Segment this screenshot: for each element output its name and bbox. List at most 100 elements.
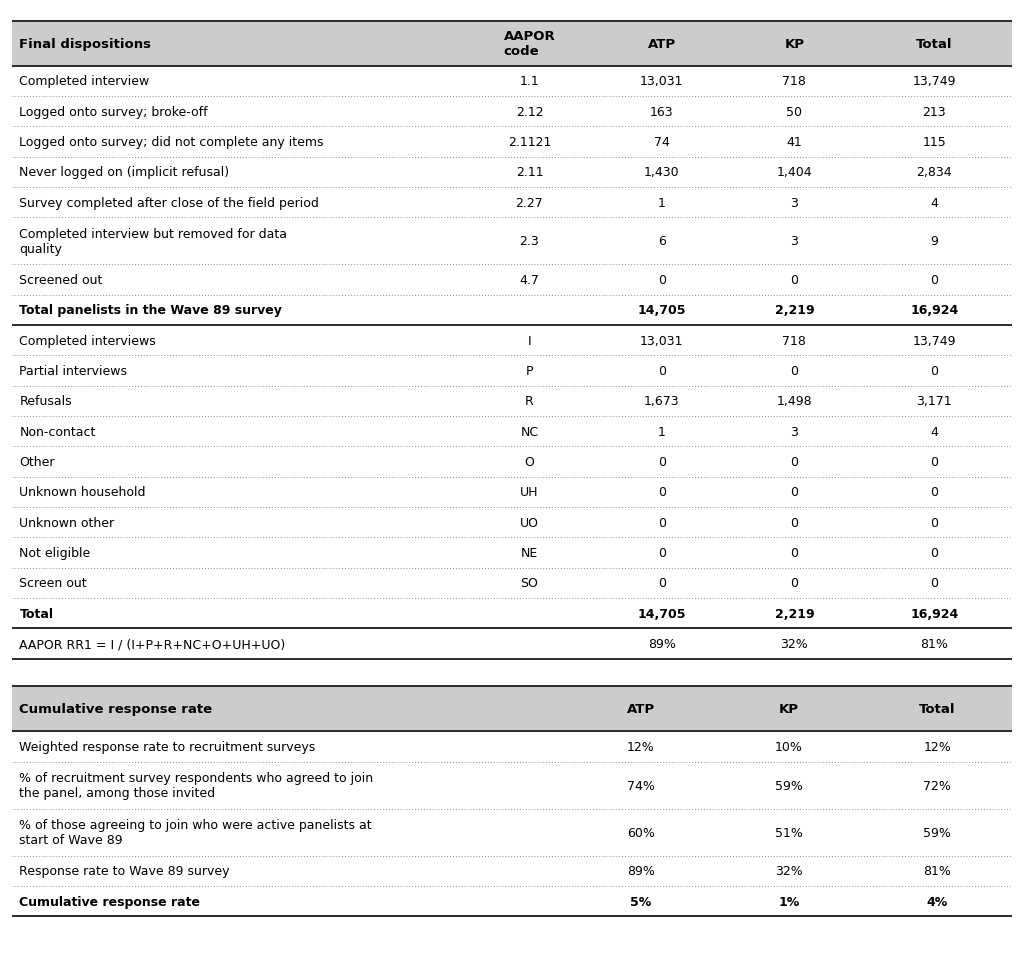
Text: 10%: 10% <box>775 740 803 753</box>
Text: 12%: 12% <box>924 740 951 753</box>
Bar <box>12 762 1012 809</box>
Text: 0: 0 <box>791 547 799 559</box>
Text: Screen out: Screen out <box>19 577 87 590</box>
Text: ATP: ATP <box>627 702 655 716</box>
Text: 1,673: 1,673 <box>644 395 680 408</box>
Text: 51%: 51% <box>775 825 803 839</box>
Text: 4%: 4% <box>927 895 948 908</box>
Text: 12%: 12% <box>627 740 654 753</box>
Text: 14,705: 14,705 <box>638 304 686 317</box>
Text: 115: 115 <box>923 136 946 149</box>
Text: 74: 74 <box>654 136 670 149</box>
Text: NC: NC <box>520 425 539 438</box>
Text: 718: 718 <box>782 334 806 347</box>
Text: 0: 0 <box>930 274 938 287</box>
Text: Cumulative response rate: Cumulative response rate <box>19 702 213 716</box>
Text: R: R <box>525 395 534 408</box>
Text: 0: 0 <box>657 486 666 499</box>
Text: 89%: 89% <box>648 638 676 650</box>
Text: 0: 0 <box>791 365 799 378</box>
Text: 4: 4 <box>931 425 938 438</box>
Text: 3: 3 <box>791 425 799 438</box>
Text: 0: 0 <box>930 456 938 468</box>
Text: Total: Total <box>19 607 53 620</box>
Text: 0: 0 <box>657 274 666 287</box>
Text: 0: 0 <box>791 516 799 529</box>
Bar <box>12 295 1012 326</box>
Bar <box>12 97 1012 127</box>
Text: 81%: 81% <box>921 638 948 650</box>
Text: Total panelists in the Wave 89 survey: Total panelists in the Wave 89 survey <box>19 304 283 317</box>
Text: 81%: 81% <box>924 865 951 877</box>
Text: 16,924: 16,924 <box>910 607 958 620</box>
Bar <box>12 732 1012 762</box>
Text: % of those agreeing to join who were active panelists at
start of Wave 89: % of those agreeing to join who were act… <box>19 819 372 846</box>
Bar <box>12 188 1012 218</box>
Text: KP: KP <box>779 702 799 716</box>
Text: 0: 0 <box>657 577 666 590</box>
Text: 16,924: 16,924 <box>910 304 958 317</box>
Text: 1.1: 1.1 <box>519 75 540 88</box>
Text: AAPOR
code: AAPOR code <box>504 30 555 58</box>
Bar <box>12 538 1012 568</box>
Text: Total: Total <box>916 37 952 51</box>
Text: Total: Total <box>919 702 955 716</box>
Text: 2.12: 2.12 <box>516 106 544 118</box>
Text: 0: 0 <box>930 365 938 378</box>
Text: Survey completed after close of the field period: Survey completed after close of the fiel… <box>19 197 319 209</box>
Text: 2.11: 2.11 <box>516 166 544 179</box>
Text: 13,031: 13,031 <box>640 75 684 88</box>
Text: 0: 0 <box>657 516 666 529</box>
Text: UH: UH <box>520 486 539 499</box>
Text: 0: 0 <box>791 456 799 468</box>
Bar <box>12 326 1012 356</box>
Text: Partial interviews: Partial interviews <box>19 365 127 378</box>
Text: Response rate to Wave 89 survey: Response rate to Wave 89 survey <box>19 865 230 877</box>
Text: I: I <box>527 334 531 347</box>
Text: Unknown household: Unknown household <box>19 486 146 499</box>
Bar <box>12 809 1012 856</box>
Text: 1%: 1% <box>778 895 800 908</box>
Bar <box>12 386 1012 417</box>
Bar <box>12 629 1012 659</box>
Text: 0: 0 <box>791 577 799 590</box>
Bar <box>12 687 1012 732</box>
Text: Non-contact: Non-contact <box>19 425 96 438</box>
Bar <box>12 22 1012 67</box>
Text: 74%: 74% <box>627 778 655 792</box>
Bar <box>12 218 1012 265</box>
Text: Logged onto survey; broke-off: Logged onto survey; broke-off <box>19 106 208 118</box>
Text: 718: 718 <box>782 75 806 88</box>
Text: Completed interview but removed for data
quality: Completed interview but removed for data… <box>19 228 288 255</box>
Bar <box>12 599 1012 629</box>
Bar <box>12 157 1012 188</box>
Text: 14,705: 14,705 <box>638 607 686 620</box>
Bar <box>12 568 1012 599</box>
Text: 1,430: 1,430 <box>644 166 680 179</box>
Text: 0: 0 <box>930 486 938 499</box>
Bar <box>12 508 1012 538</box>
Text: Completed interviews: Completed interviews <box>19 334 157 347</box>
Bar <box>12 447 1012 477</box>
Text: Final dispositions: Final dispositions <box>19 37 152 51</box>
Text: 2.27: 2.27 <box>516 197 544 209</box>
Text: 0: 0 <box>791 486 799 499</box>
Text: 0: 0 <box>930 577 938 590</box>
Text: 213: 213 <box>923 106 946 118</box>
Text: 2,219: 2,219 <box>774 304 814 317</box>
Text: 9: 9 <box>931 235 938 248</box>
Text: Refusals: Refusals <box>19 395 72 408</box>
Text: 0: 0 <box>657 365 666 378</box>
Text: 41: 41 <box>786 136 802 149</box>
Text: 13,031: 13,031 <box>640 334 684 347</box>
Text: 3: 3 <box>791 235 799 248</box>
Text: 0: 0 <box>930 547 938 559</box>
Text: 1,498: 1,498 <box>776 395 812 408</box>
Text: Never logged on (implicit refusal): Never logged on (implicit refusal) <box>19 166 229 179</box>
Text: 3: 3 <box>791 197 799 209</box>
Text: 32%: 32% <box>775 865 803 877</box>
Text: 5%: 5% <box>631 895 651 908</box>
Text: 6: 6 <box>658 235 666 248</box>
Text: 3,171: 3,171 <box>916 395 952 408</box>
Text: Other: Other <box>19 456 55 468</box>
